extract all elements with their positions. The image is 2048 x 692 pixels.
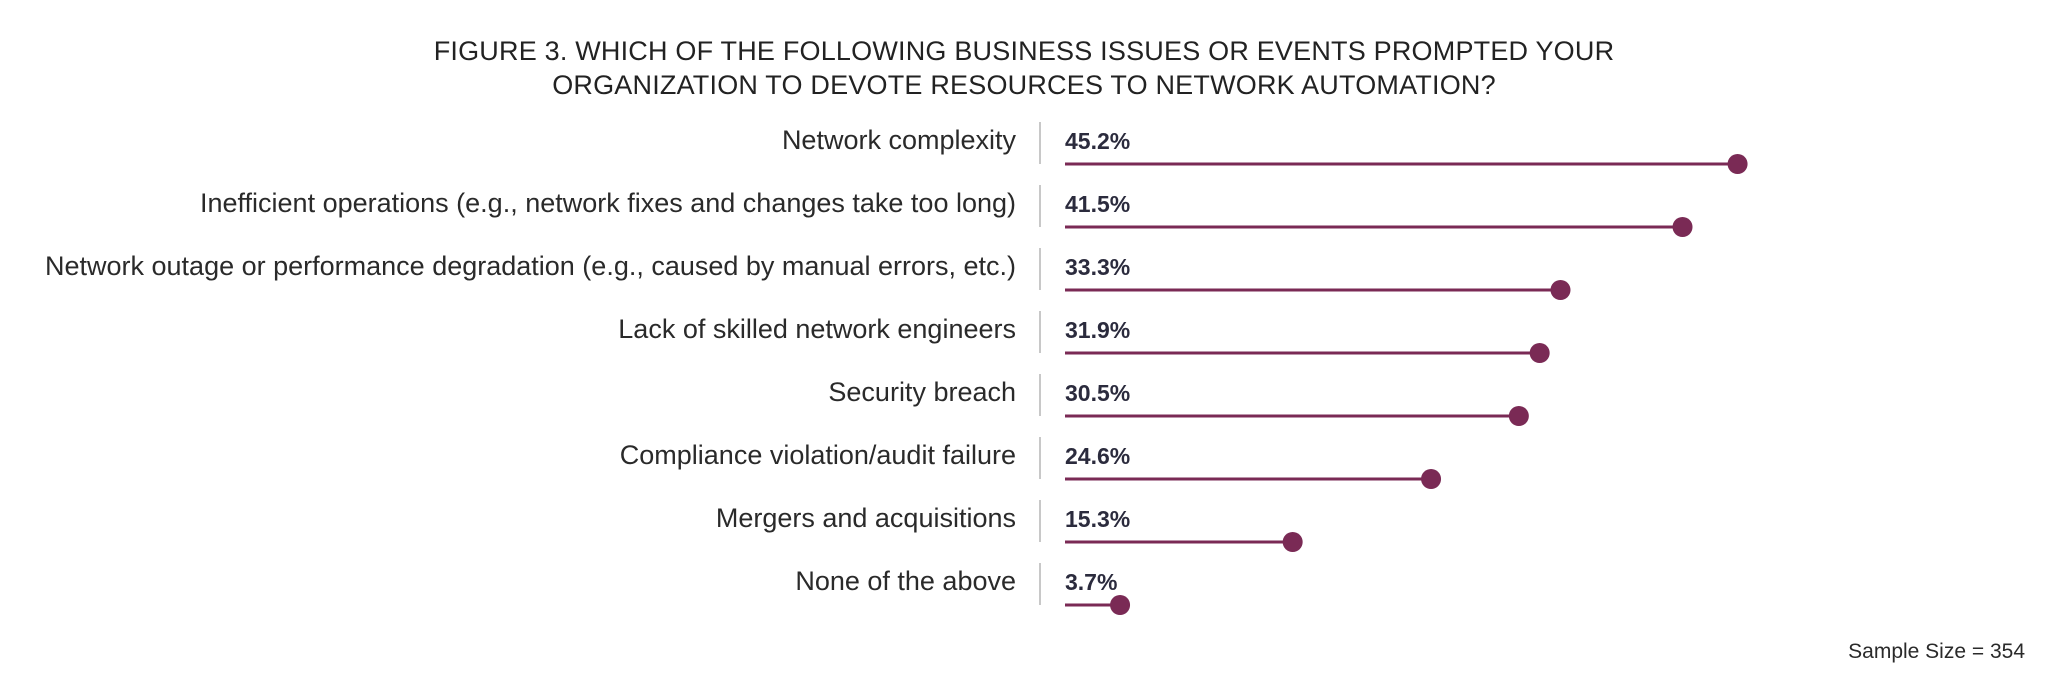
chart-row: Network complexity 45.2% [782,122,1748,174]
lollipop-dot [1421,469,1442,489]
value-label: 30.5% [1065,380,1130,406]
chart-row: Inefficient operations (e.g., network fi… [200,185,1693,237]
chart-row: Network outage or performance degradatio… [45,248,1571,300]
value-label: 41.5% [1065,191,1130,217]
category-label: Inefficient operations (e.g., network fi… [200,188,1016,218]
category-label: Network outage or performance degradatio… [45,251,1016,281]
chart-row: Lack of skilled network engineers 31.9% [618,311,1550,363]
category-label: Network complexity [782,125,1017,155]
value-label: 15.3% [1065,506,1130,532]
value-label: 3.7% [1065,569,1117,595]
lollipop-dot [1550,280,1571,300]
chart-row: Mergers and acquisitions 15.3% [716,500,1303,552]
sample-size-note: Sample Size = 354 [1848,640,2025,663]
lollipop-dot [1727,154,1748,174]
lollipop-dot [1672,217,1693,237]
value-label: 24.6% [1065,443,1130,469]
category-label: None of the above [795,566,1016,596]
chart-title-line-1: FIGURE 3. WHICH OF THE FOLLOWING BUSINES… [433,36,1615,66]
value-label: 31.9% [1065,317,1130,343]
lollipop-dot [1282,532,1303,552]
chart-row: Compliance violation/audit failure 24.6% [620,437,1442,489]
value-label: 45.2% [1065,128,1130,154]
category-label: Lack of skilled network engineers [618,314,1016,344]
value-label: 33.3% [1065,254,1130,280]
lollipop-dot [1508,406,1529,426]
lollipop-dot [1529,343,1550,363]
lollipop-dot [1110,595,1131,615]
category-label: Security breach [828,377,1016,407]
chart-row: Security breach 30.5% [828,374,1529,426]
category-label: Compliance violation/audit failure [620,440,1016,470]
category-label: Mergers and acquisitions [716,503,1016,533]
chart-row: None of the above 3.7% [795,563,1131,615]
chart-title-line-2: ORGANIZATION TO DEVOTE RESOURCES TO NETW… [552,70,1496,100]
